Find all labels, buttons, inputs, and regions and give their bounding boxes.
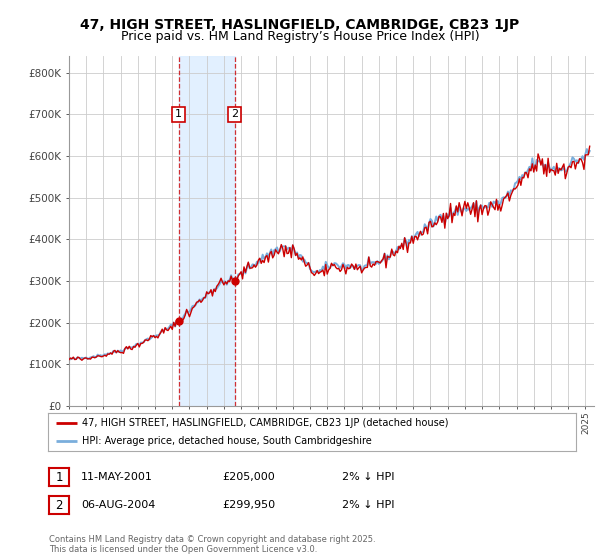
Text: 47, HIGH STREET, HASLINGFIELD, CAMBRIDGE, CB23 1JP: 47, HIGH STREET, HASLINGFIELD, CAMBRIDGE… <box>80 18 520 32</box>
Text: 1: 1 <box>55 470 63 484</box>
Bar <box>179 56 235 406</box>
Text: 47, HIGH STREET, HASLINGFIELD, CAMBRIDGE, CB23 1JP (detached house): 47, HIGH STREET, HASLINGFIELD, CAMBRIDGE… <box>82 418 449 428</box>
Text: HPI: Average price, detached house, South Cambridgeshire: HPI: Average price, detached house, Sout… <box>82 436 372 446</box>
Text: 06-AUG-2004: 06-AUG-2004 <box>81 500 155 510</box>
Text: £205,000: £205,000 <box>222 472 275 482</box>
Text: 2: 2 <box>55 498 63 512</box>
Text: Price paid vs. HM Land Registry’s House Price Index (HPI): Price paid vs. HM Land Registry’s House … <box>121 30 479 43</box>
Text: 2% ↓ HPI: 2% ↓ HPI <box>342 472 395 482</box>
Text: 2: 2 <box>231 109 238 119</box>
Text: 11-MAY-2001: 11-MAY-2001 <box>81 472 153 482</box>
Text: 1: 1 <box>175 109 182 119</box>
Text: Contains HM Land Registry data © Crown copyright and database right 2025.
This d: Contains HM Land Registry data © Crown c… <box>49 535 376 554</box>
Text: £299,950: £299,950 <box>222 500 275 510</box>
Text: 2% ↓ HPI: 2% ↓ HPI <box>342 500 395 510</box>
